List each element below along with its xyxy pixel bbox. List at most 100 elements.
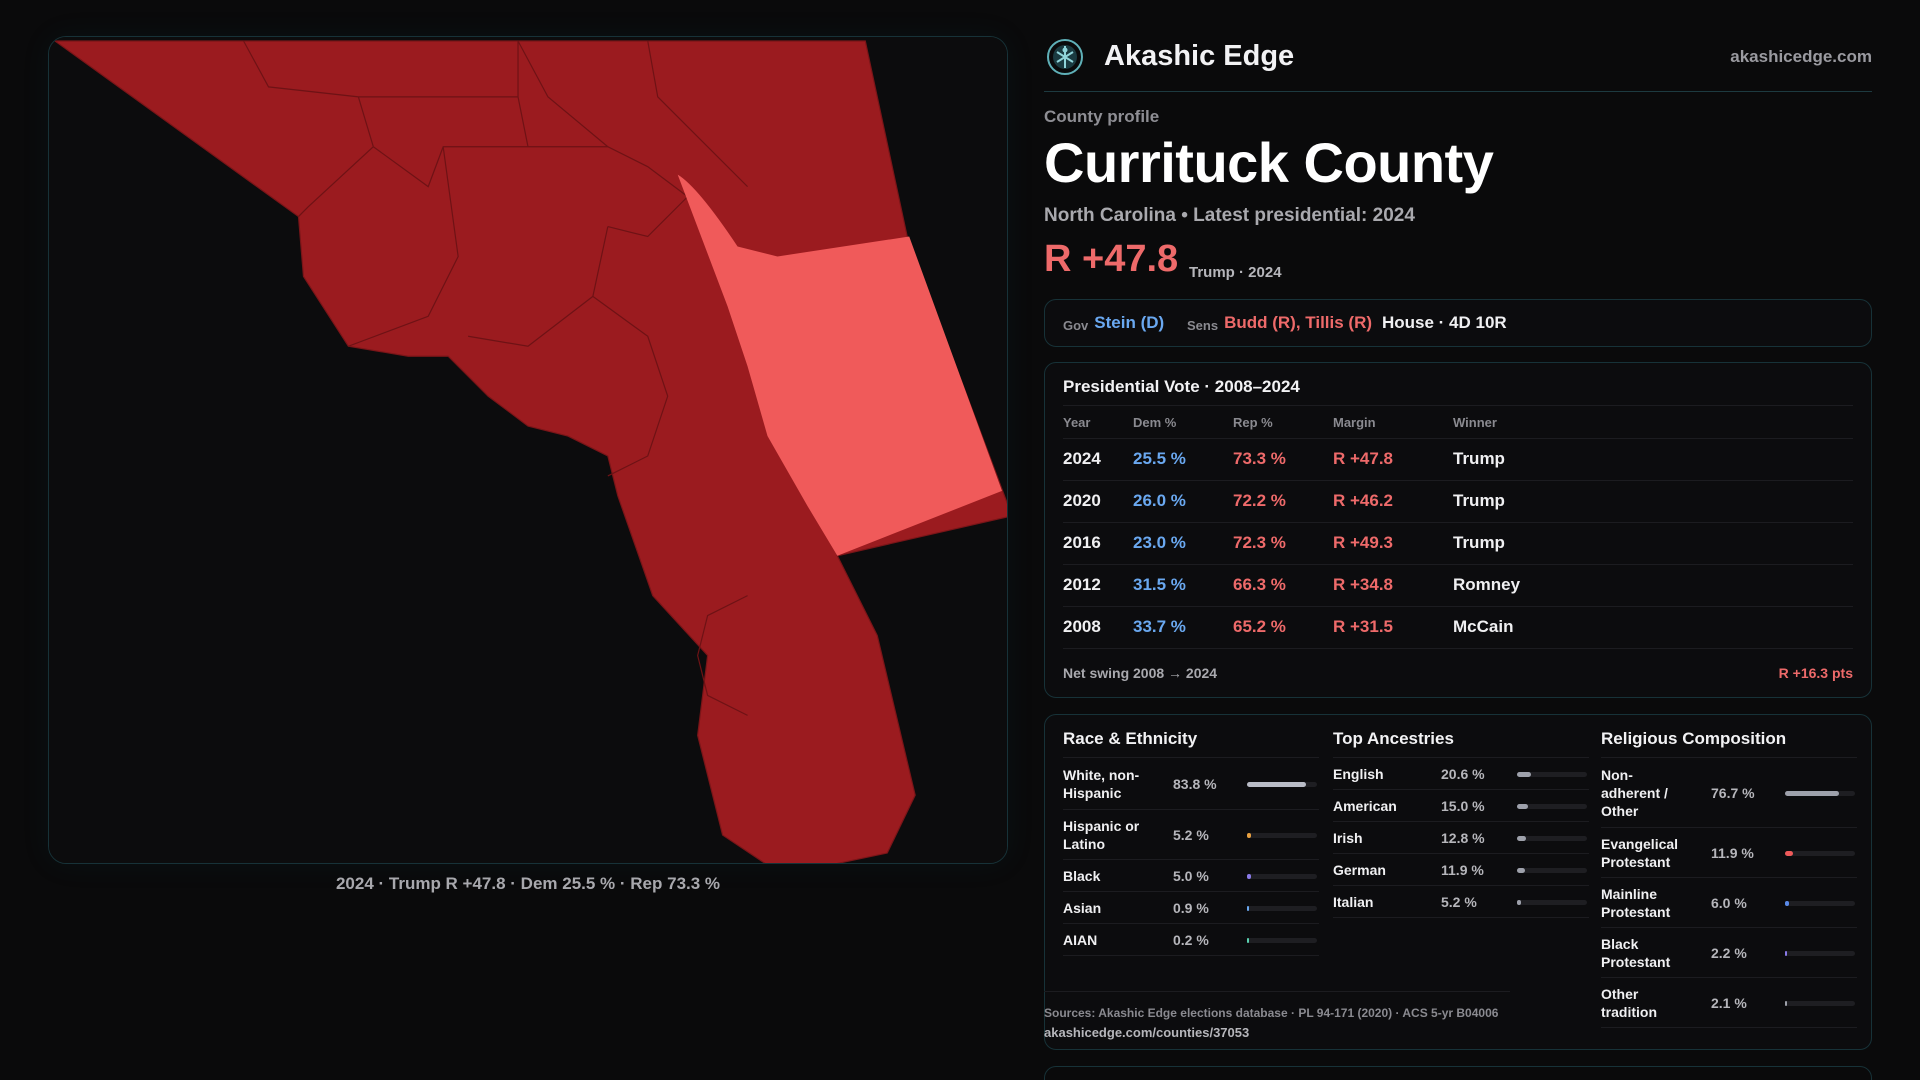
- demographic-percent: 6.0 %: [1711, 894, 1747, 911]
- demographic-percent: 5.2 %: [1441, 893, 1477, 910]
- margin-headline: R +47.8: [1044, 238, 1179, 280]
- neighbor-county-region[interactable]: [53, 40, 1007, 863]
- demographic-row: English 20.6 %: [1333, 758, 1589, 790]
- county-map[interactable]: [48, 36, 1008, 864]
- demographic-row: Evangelical Protestant 11.9 %: [1601, 828, 1857, 878]
- brand-url-link[interactable]: akashicedge.com: [1730, 47, 1872, 66]
- demographic-row: White, non-Hispanic 83.8 %: [1063, 758, 1319, 810]
- permalink[interactable]: akashicedge.com/counties/37053: [1044, 1025, 1250, 1040]
- demographic-label: AIAN: [1063, 932, 1098, 948]
- demographic-percent: 5.2 %: [1173, 826, 1209, 843]
- ancestries-title: Top Ancestries: [1333, 729, 1589, 758]
- row-rep: 72.2 %: [1233, 491, 1286, 510]
- county-profile-panel: Akashic Edge akashicedge.com County prof…: [1044, 0, 1872, 1080]
- county-map-svg: [49, 37, 1007, 863]
- demographic-percent: 76.7 %: [1711, 784, 1755, 801]
- religion-column: Religious Composition Non-adherent / Oth…: [1601, 729, 1857, 1028]
- demographic-row: Asian 0.9 %: [1063, 892, 1319, 924]
- row-rep: 72.3 %: [1233, 533, 1286, 552]
- share-bar-track: [1785, 950, 1855, 956]
- share-bar-track: [1247, 832, 1317, 838]
- demographic-label: Non-adherent / Other: [1601, 767, 1668, 819]
- row-year: 2016: [1063, 533, 1101, 552]
- senators-item: Sens Budd (R), Tillis (R): [1187, 313, 1372, 333]
- row-dem: 33.7 %: [1133, 617, 1186, 636]
- share-bar-track: [1785, 790, 1855, 796]
- share-bar-track: [1247, 873, 1317, 879]
- row-dem: 31.5 %: [1133, 575, 1186, 594]
- demographics-card: Race & Ethnicity White, non-Hispanic 83.8…: [1044, 714, 1872, 1050]
- row-winner: Trump: [1453, 491, 1505, 510]
- demographic-row: AIAN 0.2 %: [1063, 924, 1319, 956]
- demographic-label: Asian: [1063, 900, 1102, 916]
- brand-name[interactable]: Akashic Edge: [1104, 40, 1295, 72]
- map-caption: 2024 · Trump R +47.8 · Dem 25.5 % · Rep …: [335, 874, 721, 893]
- table-row: 2024 25.5 % 73.3 % R +47.8 Trump: [1063, 439, 1853, 481]
- share-bar-fill: [1517, 771, 1532, 777]
- share-bar-track: [1517, 803, 1587, 809]
- share-bar-fill: [1247, 832, 1251, 838]
- net-swing-value: R +16.3 pts: [1778, 665, 1853, 681]
- demographic-percent: 0.2 %: [1173, 931, 1209, 948]
- demographic-percent: 83.8 %: [1173, 775, 1217, 792]
- demographic-percent: 11.9 %: [1441, 861, 1484, 878]
- demographic-label: American: [1333, 798, 1397, 814]
- demographic-row: Black 5.0 %: [1063, 860, 1319, 892]
- demographic-label: Black: [1063, 868, 1101, 884]
- page-eyebrow: County profile: [1044, 107, 1160, 126]
- row-winner: Romney: [1453, 575, 1521, 594]
- demographic-label: Black Protestant: [1601, 936, 1671, 970]
- share-bar-fill: [1247, 937, 1249, 943]
- row-winner: Trump: [1453, 449, 1505, 468]
- demographic-row: Mainline Protestant 6.0 %: [1601, 878, 1857, 928]
- row-dem: 26.0 %: [1133, 491, 1186, 510]
- demographic-label: Irish: [1333, 830, 1363, 846]
- share-bar-fill: [1517, 803, 1528, 809]
- presidential-vote-title: Presidential Vote · 2008–2024: [1063, 377, 1300, 396]
- demographic-label: English: [1333, 766, 1384, 782]
- county-boundary-lines: [243, 40, 748, 716]
- race-ethnicity-column: Race & Ethnicity White, non-Hispanic 83.8…: [1063, 729, 1319, 956]
- share-bar-track: [1517, 771, 1587, 777]
- demographic-percent: 11.9 %: [1711, 844, 1754, 861]
- demographic-label: German: [1333, 862, 1386, 878]
- page-title: Currituck County: [1044, 131, 1494, 194]
- governor-value: Stein (D): [1094, 313, 1165, 332]
- presidential-vote-card: Presidential Vote · 2008–2024 Year Dem %…: [1044, 362, 1872, 698]
- share-bar-track: [1517, 899, 1587, 905]
- col-margin: Margin: [1333, 415, 1376, 430]
- currituck-county-shape[interactable]: [677, 174, 1003, 556]
- demographic-row: Non-adherent / Other 76.7 %: [1601, 758, 1857, 828]
- table-row: 2012 31.5 % 66.3 % R +34.8 Romney: [1063, 565, 1853, 607]
- demographic-label: Evangelical Protestant: [1601, 836, 1679, 870]
- share-bar-track: [1785, 900, 1855, 906]
- demographic-row: Italian 5.2 %: [1333, 886, 1589, 918]
- akashic-logo-icon[interactable]: [1046, 38, 1084, 76]
- ancestries-column: Top Ancestries English 20.6 % American 15.0…: [1333, 729, 1589, 918]
- governor-label: Gov: [1063, 318, 1089, 333]
- row-rep: 65.2 %: [1233, 617, 1286, 636]
- demographic-percent: 5.0 %: [1173, 867, 1209, 884]
- demographic-label: Hispanic or Latino: [1063, 818, 1140, 852]
- row-margin: R +49.3: [1333, 533, 1394, 552]
- col-winner: Winner: [1453, 415, 1497, 430]
- demographic-row: Hispanic or Latino 5.2 %: [1063, 810, 1319, 860]
- share-bar-fill: [1517, 835, 1526, 841]
- share-bar-track: [1517, 835, 1587, 841]
- col-rep: Rep %: [1233, 415, 1273, 430]
- demographic-row: German 11.9 %: [1333, 854, 1589, 886]
- vote-table-header: Year Dem % Rep % Margin Winner: [1063, 405, 1853, 439]
- row-margin: R +31.5: [1333, 617, 1394, 636]
- share-bar-fill: [1517, 899, 1521, 905]
- next-card-edge: [1044, 1066, 1872, 1080]
- margin-note: Trump · 2024: [1189, 264, 1282, 281]
- demographic-percent: 15.0 %: [1441, 797, 1485, 814]
- share-bar-track: [1785, 850, 1855, 856]
- row-margin: R +47.8: [1333, 449, 1394, 468]
- demographic-label: Other tradition: [1601, 986, 1657, 1020]
- demographic-percent: 12.8 %: [1441, 829, 1485, 846]
- row-winner: McCain: [1453, 617, 1514, 636]
- senators-value: Budd (R), Tillis (R): [1224, 313, 1373, 332]
- share-bar-fill: [1785, 790, 1839, 796]
- page-subtitle: North Carolina • Latest presidential: 20…: [1044, 205, 1415, 226]
